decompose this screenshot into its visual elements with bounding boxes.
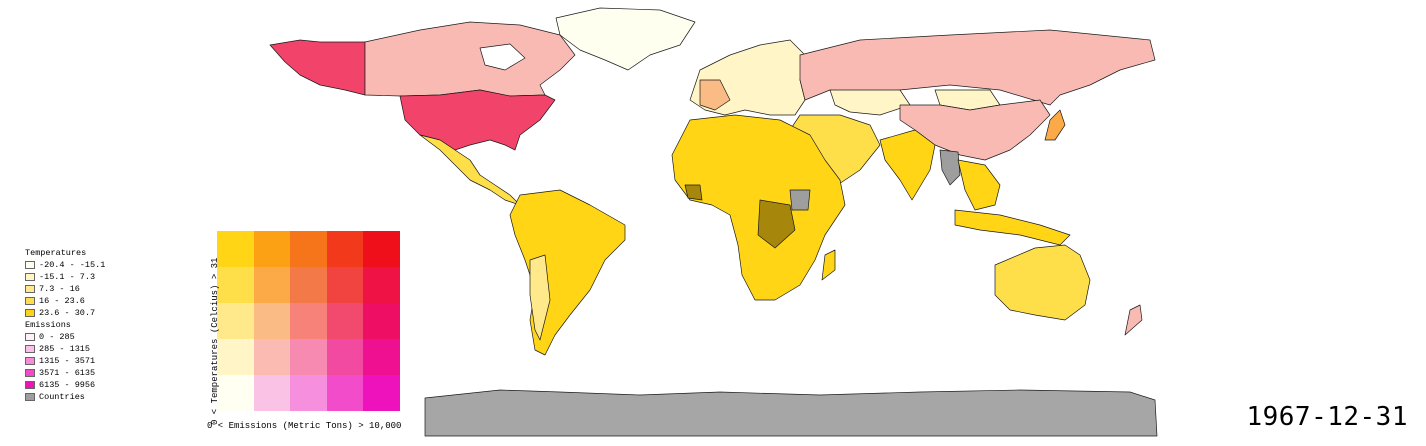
temperatures-swatch — [25, 273, 35, 281]
temperatures-label: 7.3 - 16 — [39, 284, 80, 294]
temperatures-title: Temperatures — [25, 248, 87, 258]
temperatures-swatch — [25, 297, 35, 305]
region-canada — [364, 21, 576, 97]
bivariate-cell — [326, 303, 364, 339]
region-russia — [799, 29, 1156, 106]
bivariate-cell — [363, 231, 400, 267]
bivariate-cell — [363, 267, 400, 303]
region-india — [879, 129, 936, 201]
temperatures-swatch — [25, 309, 35, 317]
bivariate-cell — [253, 375, 291, 411]
bivariate-y-axis-label: 0 < Temperatures (Celcius) > 31 — [210, 257, 220, 425]
bivariate-cell — [326, 267, 364, 303]
temperatures-swatch — [25, 261, 35, 269]
bivariate-cell — [217, 231, 254, 267]
temperatures-legend-item: -15.1 - 7.3 — [25, 271, 165, 283]
bivariate-cell — [290, 267, 327, 303]
legend-item-countries: Countries — [25, 391, 165, 403]
bivariate-cell — [363, 375, 400, 411]
bivariate-cell — [253, 339, 291, 375]
region-alaska — [269, 39, 366, 96]
region-australia — [994, 244, 1091, 321]
emissions-label: 6135 - 9956 — [39, 380, 96, 390]
legend: Temperatures -20.4 - -15.1 -15.1 - 7.3 7.3… — [25, 247, 165, 403]
emissions-swatch — [25, 357, 35, 365]
bivariate-cell — [363, 303, 400, 339]
bivariate-cell — [326, 231, 364, 267]
bivariate-cell — [290, 231, 327, 267]
region-africa — [671, 114, 846, 301]
bivariate-cell — [253, 231, 291, 267]
emissions-legend-item: 1315 - 3571 — [25, 355, 165, 367]
region-greenland — [555, 7, 696, 71]
emissions-label: 1315 - 3571 — [39, 356, 96, 366]
emissions-legend-item: 6135 - 9956 — [25, 379, 165, 391]
bivariate-cell — [253, 267, 291, 303]
bivariate-legend-grid — [217, 231, 400, 411]
emissions-swatch — [25, 369, 35, 377]
bivariate-cell — [217, 267, 254, 303]
temperatures-label: -15.1 - 7.3 — [39, 272, 96, 282]
emissions-swatch — [25, 333, 35, 341]
region-usa — [399, 89, 556, 151]
bivariate-cell — [253, 303, 291, 339]
emissions-swatch — [25, 345, 35, 353]
temperatures-legend-item: 7.3 - 16 — [25, 283, 165, 295]
region-mexico — [419, 134, 521, 206]
bivariate-cell — [217, 303, 254, 339]
temperatures-legend-item: -20.4 - -15.1 — [25, 259, 165, 271]
emissions-title: Emissions — [25, 320, 71, 330]
temperatures-label: -20.4 - -15.1 — [39, 260, 106, 270]
emissions-legend-item: 285 - 1315 — [25, 343, 165, 355]
emissions-legend-item: 3571 - 6135 — [25, 367, 165, 379]
date-label: 1967-12-31 — [1246, 402, 1408, 432]
bivariate-cell — [290, 303, 327, 339]
temperatures-legend-item: 16 - 23.6 — [25, 295, 165, 307]
region-antarctica — [424, 389, 1158, 437]
temperatures-legend-item: 23.6 - 30.7 — [25, 307, 165, 319]
bivariate-cell — [217, 339, 254, 375]
countries-swatch — [25, 393, 35, 401]
emissions-label: 285 - 1315 — [39, 344, 91, 354]
bivariate-cell — [290, 339, 327, 375]
temperatures-swatch — [25, 285, 35, 293]
bivariate-cell — [326, 375, 364, 411]
bivariate-cell — [217, 375, 254, 411]
bivariate-x-axis-label: 0 < Emissions (Metric Tons) > 10,000 — [207, 421, 402, 431]
emissions-legend-item: 0 - 285 — [25, 331, 165, 343]
region-southeast-asia — [957, 159, 1001, 211]
bivariate-cell — [363, 339, 400, 375]
emissions-label: 0 - 285 — [39, 332, 75, 342]
emissions-label: 3571 - 6135 — [39, 368, 96, 378]
countries-label: Countries — [39, 392, 85, 402]
temperatures-label: 16 - 23.6 — [39, 296, 85, 306]
temperatures-label: 23.6 - 30.7 — [39, 308, 96, 318]
emissions-swatch — [25, 381, 35, 389]
bivariate-cell — [326, 339, 364, 375]
bivariate-cell — [290, 375, 327, 411]
region-central-asia — [829, 89, 911, 116]
region-south-america — [509, 189, 626, 356]
